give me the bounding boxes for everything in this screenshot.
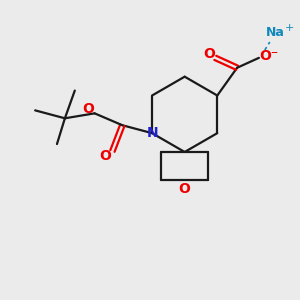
Text: N: N [146,126,158,140]
Text: O: O [100,149,111,163]
Text: O⁻: O⁻ [259,49,278,63]
Text: +: + [285,23,294,33]
Text: O: O [179,182,190,196]
Text: O: O [83,102,94,116]
Text: Na: Na [266,26,285,39]
Text: O: O [203,47,215,61]
